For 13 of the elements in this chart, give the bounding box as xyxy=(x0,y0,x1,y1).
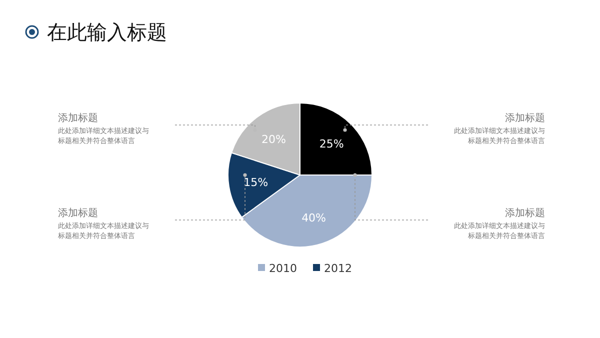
data-label: 25% xyxy=(319,137,344,150)
data-label: 20% xyxy=(262,132,286,146)
text: 添加标题 xyxy=(58,207,98,219)
text: 添加标题 xyxy=(505,112,545,124)
data-label: 15% xyxy=(244,176,268,189)
legend-item: 2012 xyxy=(313,262,352,275)
legend-item: 2010 xyxy=(258,262,297,275)
data-label: 40% xyxy=(302,211,326,224)
legend-label: 2012 xyxy=(324,262,352,275)
text: 添加标题 xyxy=(505,207,545,219)
text: 添加标题 xyxy=(58,112,98,124)
legend-label: 2010 xyxy=(269,262,297,275)
chart-title: 在此输入标题 xyxy=(47,20,167,44)
